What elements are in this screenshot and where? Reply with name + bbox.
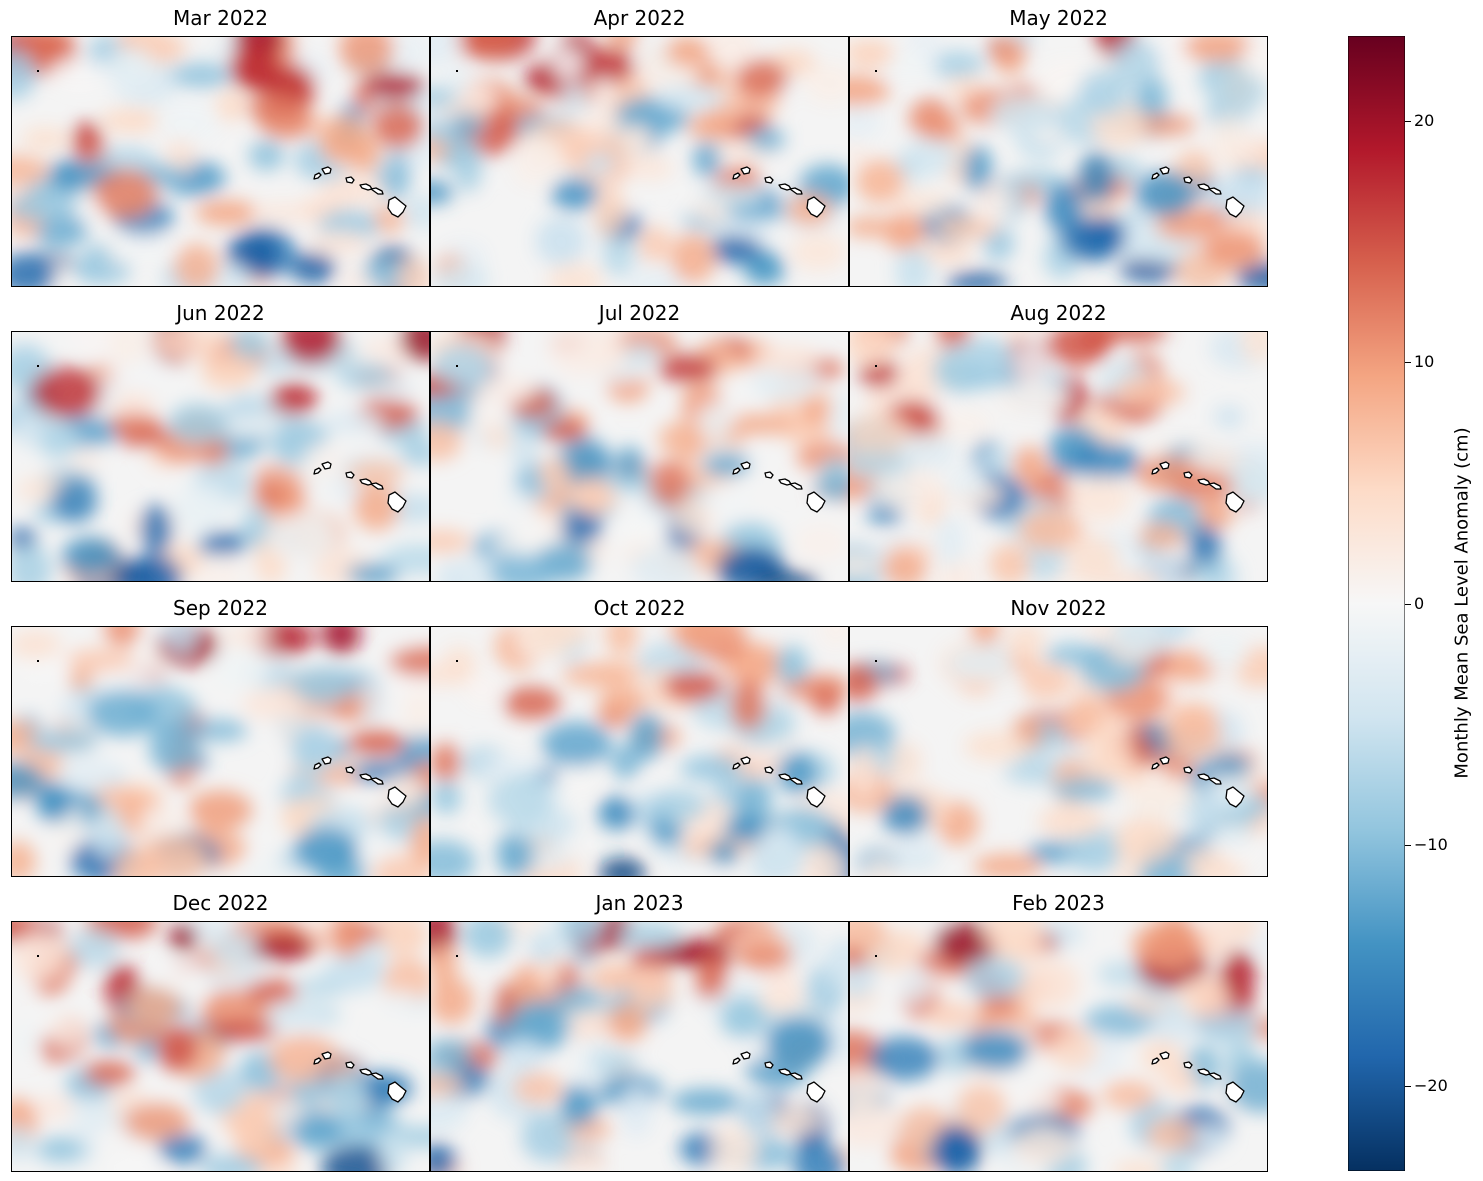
map-panel: Jun 2022 xyxy=(11,301,430,582)
colorbar-tick-label: 0 xyxy=(1414,593,1425,613)
map-panel: Jul 2022 xyxy=(430,301,849,582)
map-panel: May 2022 xyxy=(849,6,1268,287)
anomaly-map xyxy=(430,921,849,1172)
colorbar-tick-mark xyxy=(1405,603,1411,605)
colorbar-tick-label: 10 xyxy=(1414,352,1435,371)
colorbar-label: Monthly Mean Sea Level Anomaly (cm) xyxy=(1451,427,1473,779)
anomaly-map xyxy=(849,331,1268,582)
colorbar-tick-label: −20 xyxy=(1414,1076,1448,1096)
colorbar-tick-label: 20 xyxy=(1414,110,1435,130)
anomaly-map xyxy=(430,36,849,287)
anomaly-map xyxy=(849,921,1268,1172)
panel-title: Apr 2022 xyxy=(593,6,686,30)
map-panel: Jan 2023 xyxy=(430,891,849,1172)
anomaly-map xyxy=(11,331,430,582)
panel-title: Mar 2022 xyxy=(173,6,268,30)
map-panel: Nov 2022 xyxy=(849,596,1268,877)
panel-title: Sep 2022 xyxy=(173,596,268,620)
map-panel: Feb 2023 xyxy=(849,891,1268,1172)
map-panel: Sep 2022 xyxy=(11,596,430,877)
colorbar-tick-mark xyxy=(1405,1086,1411,1088)
panel-title: Oct 2022 xyxy=(593,596,686,620)
panel-title: Aug 2022 xyxy=(1010,301,1107,325)
anomaly-map xyxy=(849,626,1268,877)
colorbar-tick-label: −10 xyxy=(1414,834,1448,854)
map-panel: Mar 2022 xyxy=(11,6,430,287)
map-panel: Oct 2022 xyxy=(430,596,849,877)
map-panel: Dec 2022 xyxy=(11,891,430,1172)
panel-title: Feb 2023 xyxy=(1012,891,1105,915)
anomaly-map xyxy=(11,626,430,877)
panel-title: Jun 2022 xyxy=(176,301,265,325)
anomaly-map xyxy=(430,331,849,582)
panel-title: May 2022 xyxy=(1009,6,1108,30)
anomaly-map xyxy=(430,626,849,877)
map-panel: Aug 2022 xyxy=(849,301,1268,582)
panel-title: Jan 2023 xyxy=(595,891,684,915)
colorbar-tick-mark xyxy=(1405,844,1411,846)
panel-title: Nov 2022 xyxy=(1010,596,1107,620)
panel-title: Dec 2022 xyxy=(172,891,269,915)
colorbar-tick-mark xyxy=(1405,120,1411,122)
colorbar-tick-mark xyxy=(1405,362,1411,363)
map-panel: Apr 2022 xyxy=(430,6,849,287)
colorbar xyxy=(1348,36,1405,1171)
anomaly-map xyxy=(849,36,1268,287)
anomaly-map xyxy=(11,36,430,287)
panel-title: Jul 2022 xyxy=(598,301,681,325)
colorbar-gradient xyxy=(1348,36,1405,1171)
anomaly-map xyxy=(11,921,430,1172)
